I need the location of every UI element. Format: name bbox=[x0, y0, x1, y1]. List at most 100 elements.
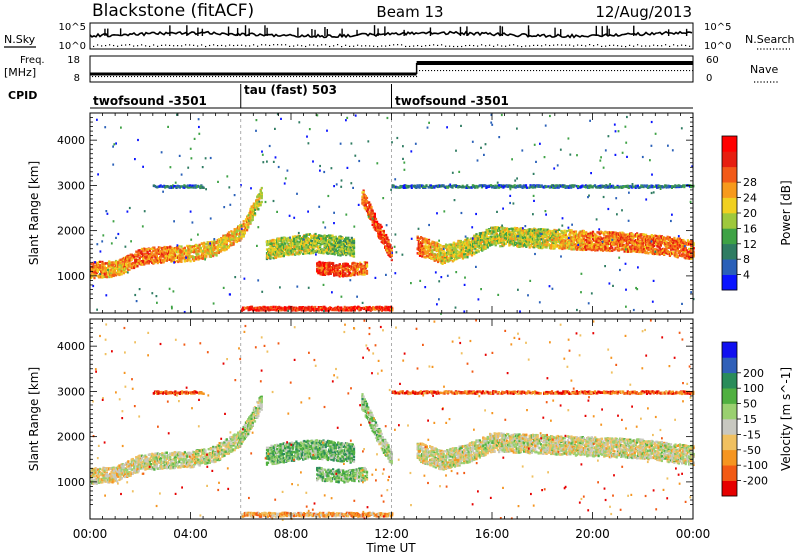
nave-dot bbox=[686, 70, 687, 71]
nave-dot bbox=[575, 70, 576, 71]
nave-dot bbox=[455, 70, 456, 71]
nave-dot bbox=[194, 76, 195, 77]
nave-dot bbox=[185, 76, 186, 77]
nave-dot bbox=[104, 76, 105, 77]
range-gate-cell bbox=[481, 241, 483, 243]
range-gate-cell bbox=[118, 266, 120, 268]
range-gate-cell bbox=[180, 261, 182, 263]
range-gate-cell bbox=[128, 269, 130, 271]
range-gate-cell bbox=[184, 247, 186, 249]
nsearch-dot bbox=[649, 45, 650, 46]
nsearch-dot bbox=[409, 46, 410, 47]
nave-dot bbox=[197, 76, 198, 77]
range-gate-cell bbox=[106, 276, 108, 278]
range-gate-cell bbox=[123, 272, 125, 274]
nsearch-dot bbox=[305, 46, 306, 47]
range-gate-cell bbox=[275, 257, 277, 259]
range-gate-cell bbox=[391, 254, 393, 256]
range-gate-cell bbox=[121, 273, 123, 275]
nave-dot bbox=[440, 70, 441, 71]
nave-dot bbox=[569, 70, 570, 71]
range-gate-cell bbox=[376, 221, 378, 223]
nave-dot bbox=[656, 70, 657, 71]
nsearch-dot bbox=[461, 46, 462, 47]
range-gate-cell bbox=[292, 251, 294, 253]
nave-dot bbox=[203, 76, 204, 77]
nsearch-dot bbox=[341, 46, 342, 47]
nave-dot bbox=[329, 76, 330, 77]
nave-dot bbox=[338, 76, 339, 77]
range-gate-cell bbox=[375, 218, 377, 220]
nsearch-dot bbox=[217, 45, 218, 46]
nave-dot bbox=[674, 70, 675, 71]
range-gate-cell bbox=[260, 204, 262, 206]
range-gate-cell bbox=[383, 230, 385, 232]
nsearch-dot bbox=[129, 44, 130, 45]
nave-dot bbox=[332, 76, 333, 77]
nave-dot bbox=[410, 76, 411, 77]
range-gate-cell bbox=[471, 254, 473, 256]
range-gate-cell bbox=[381, 226, 383, 228]
nsearch-dot bbox=[413, 45, 414, 46]
range-gate-cell bbox=[178, 245, 180, 247]
range-gate-cell bbox=[329, 240, 331, 242]
nave-dot bbox=[296, 76, 297, 77]
range-gate-cell bbox=[261, 197, 263, 199]
nave-dot bbox=[170, 76, 171, 77]
range-gate-cell bbox=[270, 256, 272, 258]
range-gate-cell bbox=[119, 262, 121, 264]
nave-label: Nave bbox=[750, 63, 778, 76]
nave-dot bbox=[662, 70, 663, 71]
range-gate-cell bbox=[530, 245, 532, 247]
nsearch-dot bbox=[281, 44, 282, 45]
nave-dot bbox=[602, 70, 603, 71]
nave-dot bbox=[683, 70, 684, 71]
range-gate-cell bbox=[193, 259, 195, 261]
nsearch-dot bbox=[521, 46, 522, 47]
nsearch-dot bbox=[357, 45, 358, 46]
nave-dot bbox=[503, 70, 504, 71]
nsearch-dot bbox=[405, 46, 406, 47]
nave-dot bbox=[482, 70, 483, 71]
nave-dot bbox=[479, 70, 480, 71]
range-gate-cell bbox=[216, 254, 218, 256]
nave-dot bbox=[236, 76, 237, 77]
nsearch-dot bbox=[269, 45, 270, 46]
range-gate-cell bbox=[333, 236, 335, 238]
range-gate-cell bbox=[320, 238, 322, 240]
range-gate-cell bbox=[559, 234, 561, 236]
nave-dot bbox=[494, 70, 495, 71]
nave-dot bbox=[566, 70, 567, 71]
range-gate-cell bbox=[485, 246, 487, 248]
range-gate-cell bbox=[345, 253, 347, 255]
nsearch-dot bbox=[637, 44, 638, 45]
nave-dot bbox=[491, 70, 492, 71]
range-gate-cell bbox=[344, 272, 346, 274]
range-gate-cell bbox=[505, 243, 507, 245]
range-gate-cell bbox=[542, 246, 544, 248]
nsearch-dot bbox=[417, 45, 418, 46]
nsearch-dot bbox=[125, 44, 126, 45]
range-gate-cell bbox=[377, 227, 379, 229]
nsearch-dot bbox=[173, 45, 174, 46]
nave-dot bbox=[614, 70, 615, 71]
nave-dot bbox=[476, 70, 477, 71]
range-gate-cell bbox=[336, 250, 338, 252]
nave-dot bbox=[215, 76, 216, 77]
range-gate-cell bbox=[180, 245, 182, 247]
nsearch-dot bbox=[117, 46, 118, 47]
nave-dot bbox=[512, 70, 513, 71]
nave-dot bbox=[647, 70, 648, 71]
range-gate-cell bbox=[331, 271, 333, 273]
range-gate-cell bbox=[226, 241, 228, 243]
nave-dot bbox=[407, 76, 408, 77]
nave-dot bbox=[578, 70, 579, 71]
nsearch-dot bbox=[393, 44, 394, 45]
nave-dot bbox=[515, 70, 516, 71]
nave-dot bbox=[308, 76, 309, 77]
nave-dot bbox=[251, 76, 252, 77]
nsearch-dot bbox=[421, 46, 422, 47]
nave-dot bbox=[137, 76, 138, 77]
range-gate-cell bbox=[247, 226, 249, 228]
